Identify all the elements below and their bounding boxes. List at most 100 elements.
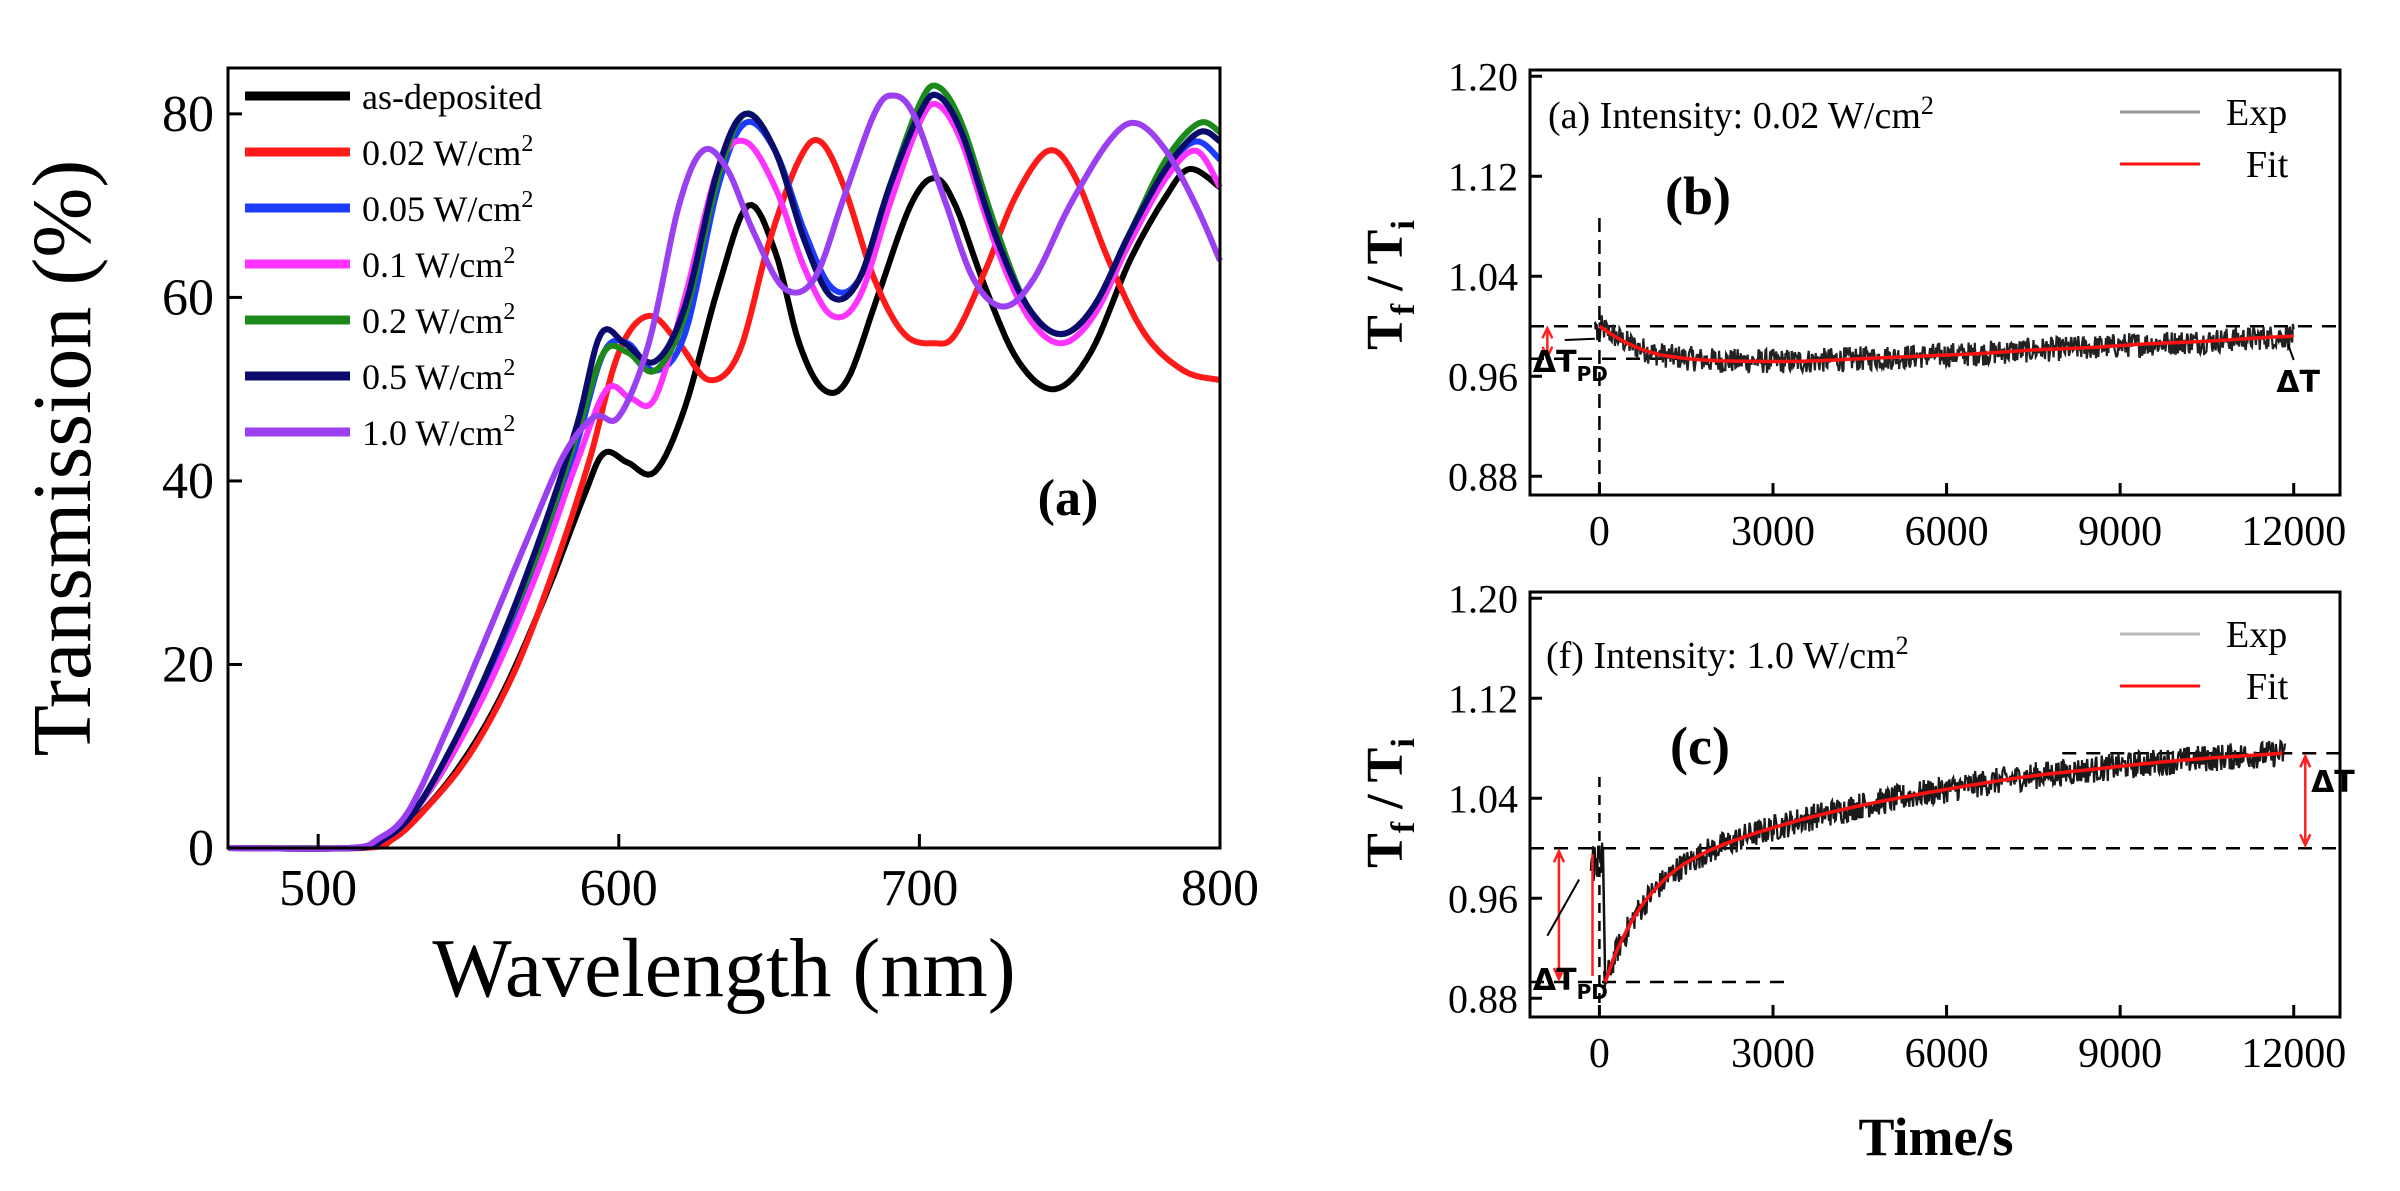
panel-a: 500 600 700 800 0 20 40 60 80 as-deposited 0.02 W… — [16, 66, 1259, 1015]
y-label-c-sub2: i — [1385, 738, 1422, 747]
panel-label-c: (c) — [1670, 716, 1730, 776]
legend-label-a-2-text: 0.05 W/cm — [362, 189, 521, 229]
y-label-c-t1: T — [1357, 833, 1414, 868]
legend-label-a-5-sup: 2 — [503, 355, 515, 381]
y-label-c-t2: T — [1357, 748, 1414, 783]
legend-fit-label-b: Fit — [2246, 144, 2289, 186]
annotation-c-sup: 2 — [1896, 631, 1909, 660]
y-tick-label-a-2: 40 — [162, 453, 214, 510]
y-axis-label-a: Transmission (%) — [16, 160, 109, 757]
y-axis-label-b: Tf / Ti — [1357, 220, 1422, 350]
dtpd-pointer-c — [1546, 879, 1581, 937]
x-tick-label-c-3: 9000 — [2078, 1031, 2162, 1077]
panel-label-b: (b) — [1665, 166, 1731, 226]
exp-drop-c — [1601, 848, 1607, 983]
delta-tpd-label-c: ΔTPD — [1533, 963, 1608, 1004]
x-tick-label-b-2: 6000 — [1905, 509, 1989, 555]
y-label-b-sub1: f — [1385, 303, 1422, 315]
x-tick-label-a-2: 700 — [880, 860, 958, 917]
y-axis-label-c: Tf / Ti — [1357, 738, 1422, 868]
annotation-c: (f) Intensity: 1.0 W/cm2 — [1546, 631, 1909, 677]
fit-line-b — [1598, 324, 2294, 364]
exp-spike-c — [1589, 842, 1604, 882]
x-tick-label-a-1: 600 — [580, 860, 658, 917]
x-tick-label-c-0: 0 — [1589, 1031, 1610, 1077]
x-tick-label-c-1: 3000 — [1731, 1031, 1815, 1077]
y-tick-label-a-1: 20 — [162, 636, 214, 693]
y-tick-label-b-3: 1.12 — [1448, 154, 1518, 199]
legend-label-a-4: 0.2 W/cm2 — [362, 299, 515, 341]
dtpd-arrowhead-bottom-b — [1541, 346, 1554, 360]
legend-label-a-3-text: 0.1 W/cm — [362, 245, 503, 285]
exp-spike-b — [1594, 321, 1603, 341]
x-axis-label-a: Wavelength (nm) — [432, 922, 1015, 1015]
y-tick-label-b-0: 0.88 — [1448, 454, 1518, 499]
fit-line-c — [1603, 751, 2283, 983]
y-label-c-sub1: f — [1385, 821, 1422, 833]
y-label-b-sub2: i — [1385, 220, 1422, 229]
y-tick-label-c-2: 1.04 — [1448, 776, 1518, 821]
y-tick-label-b-1: 0.96 — [1448, 354, 1518, 399]
delta-t-label-c: ΔT — [2311, 765, 2355, 800]
ticks-b: 0 3000 6000 9000 12000 0.88 0.96 1.04 1.12 1.20 — [1448, 54, 2346, 555]
x-tick-label-a-0: 500 — [279, 860, 357, 917]
series-line-a-5 — [227, 91, 1222, 852]
dt-arrowhead-bottom-c — [2299, 833, 2312, 849]
dt-arrowhead-top-c — [2299, 753, 2312, 768]
y-tick-label-c-1: 0.96 — [1448, 876, 1518, 921]
y-label-b-t1: T — [1357, 315, 1414, 350]
exp-band-b — [1598, 315, 2295, 376]
dtpd-arrowhead-top-c — [1552, 848, 1566, 863]
legend-label-a-6-sup: 2 — [503, 411, 515, 437]
ticks-c: 0 3000 6000 9000 12000 0.88 0.96 1.04 1.12 1.20 — [1448, 576, 2346, 1077]
delta-tpd-label-b-sub: PD — [1577, 362, 1608, 386]
legend-label-a-4-sup: 2 — [503, 299, 515, 325]
x-axis-label-c: Time/s — [1858, 1107, 2013, 1167]
dt-pointer-b — [2286, 343, 2295, 361]
y-tick-label-a-3: 60 — [162, 269, 214, 326]
legend-exp-label-c: Exp — [2226, 614, 2287, 656]
delta-tpd-label-b: ΔTPD — [1533, 345, 1608, 386]
annotation-b-sup: 2 — [1921, 91, 1934, 120]
panel-label-a: (a) — [1038, 470, 1099, 527]
x-tick-label-c-4: 12000 — [2241, 1031, 2346, 1077]
legend-label-a-1: 0.02 W/cm2 — [362, 131, 533, 173]
plot-frame-b — [1528, 68, 2342, 497]
y-tick-label-a-4: 80 — [162, 86, 214, 143]
y-tick-label-c-4: 1.20 — [1448, 576, 1518, 621]
legend-label-a-3: 0.1 W/cm2 — [362, 243, 515, 285]
y-label-b-mid: / — [1357, 264, 1414, 304]
legend-label-a-5-text: 0.5 W/cm — [362, 357, 503, 397]
exp-band-c — [1603, 739, 2287, 988]
series-group-a — [227, 82, 1223, 852]
dtpd-arrowhead-bottom-c — [1552, 967, 1566, 983]
delta-t-label-b: ΔT — [2276, 365, 2320, 400]
legend-exp-label-b: Exp — [2226, 92, 2287, 134]
series-line-a-6 — [227, 92, 1223, 852]
y-tick-label-b-2: 1.04 — [1448, 254, 1518, 299]
delta-t-label-b-base: ΔT — [2276, 365, 2320, 400]
x-tick-label-c-2: 6000 — [1905, 1031, 1989, 1077]
delta-tpd-label-c-base: ΔT — [1533, 963, 1577, 998]
plot-frame-c — [1528, 590, 2342, 1019]
x-tick-label-a-3: 800 — [1181, 860, 1259, 917]
y-tick-label-c-3: 1.12 — [1448, 676, 1518, 721]
legend-label-a-0-text: as-deposited — [362, 77, 542, 117]
delta-tpd-label-b-base: ΔT — [1533, 345, 1577, 380]
ticks-a: 500 600 700 800 0 20 40 60 80 — [162, 86, 1259, 917]
legend-label-a-4-text: 0.2 W/cm — [362, 301, 503, 341]
delta-t-label-c-base: ΔT — [2311, 765, 2355, 800]
legend-label-a-0: as-deposited — [362, 77, 542, 117]
legend-label-a-6: 1.0 W/cm2 — [362, 411, 515, 453]
plot-frame-a — [226, 66, 1222, 850]
series-line-a-1 — [227, 137, 1221, 852]
series-line-a-3 — [227, 100, 1223, 852]
annotation-c-text: (f) Intensity: 1.0 W/cm — [1546, 635, 1896, 677]
y-tick-label-c-0: 0.88 — [1448, 976, 1518, 1021]
x-tick-label-b-4: 12000 — [2241, 509, 2346, 555]
